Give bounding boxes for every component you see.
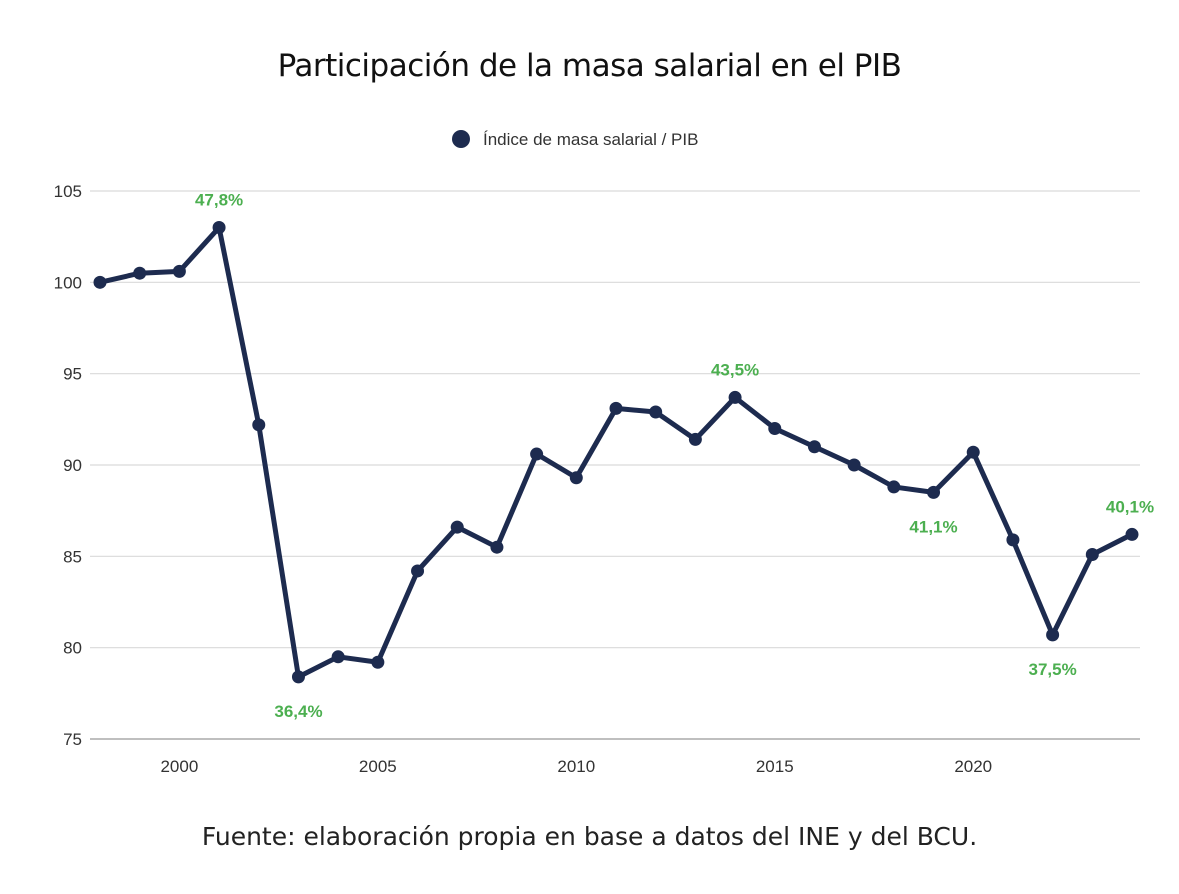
data-point bbox=[530, 447, 544, 461]
data-label: 41,1% bbox=[909, 517, 957, 536]
data-point bbox=[93, 275, 107, 289]
y-tick-label: 80 bbox=[63, 639, 82, 658]
source-note: Fuente: elaboración propia en base a dat… bbox=[201, 822, 978, 851]
y-tick-label: 100 bbox=[54, 273, 82, 292]
x-axis-ticks: 2000 2005 2010 2015 2020 bbox=[160, 757, 992, 776]
legend-marker bbox=[452, 130, 470, 148]
data-point bbox=[291, 670, 305, 684]
data-point bbox=[966, 445, 980, 459]
data-label: 37,5% bbox=[1029, 660, 1077, 679]
data-point bbox=[1125, 527, 1139, 541]
data-label: 47,8% bbox=[195, 191, 243, 210]
data-point bbox=[450, 520, 464, 534]
data-point bbox=[1085, 548, 1099, 562]
data-point bbox=[252, 418, 266, 432]
data-label: 40,1% bbox=[1106, 497, 1154, 516]
y-tick-label: 105 bbox=[54, 182, 82, 201]
data-point bbox=[688, 432, 702, 446]
data-point bbox=[371, 655, 385, 669]
grid bbox=[90, 190, 1140, 740]
data-point bbox=[212, 221, 226, 235]
x-tick-label: 2020 bbox=[954, 757, 992, 776]
chart-title: Participación de la masa salarial en el … bbox=[277, 48, 902, 84]
y-tick-label: 85 bbox=[63, 547, 82, 566]
series bbox=[93, 221, 1139, 684]
y-tick-label: 95 bbox=[63, 365, 82, 384]
legend-label: Índice de masa salarial / PIB bbox=[483, 130, 698, 149]
data-point bbox=[569, 471, 583, 485]
y-axis-ticks: 75 80 85 90 95 100 105 bbox=[54, 182, 82, 749]
data-point bbox=[847, 458, 861, 472]
data-point bbox=[887, 480, 901, 494]
data-point bbox=[649, 405, 663, 419]
data-point bbox=[133, 266, 147, 280]
legend: Índice de masa salarial / PIB bbox=[452, 130, 698, 149]
data-point bbox=[172, 264, 186, 278]
y-tick-label: 90 bbox=[63, 456, 82, 475]
data-label: 36,4% bbox=[274, 702, 322, 721]
data-label: 43,5% bbox=[711, 360, 759, 379]
data-point bbox=[768, 421, 782, 435]
y-tick-label: 75 bbox=[63, 730, 82, 749]
data-point bbox=[609, 401, 623, 415]
data-point bbox=[490, 540, 504, 554]
x-tick-label: 2000 bbox=[160, 757, 198, 776]
x-tick-label: 2015 bbox=[756, 757, 794, 776]
x-tick-label: 2010 bbox=[557, 757, 595, 776]
line-chart: Índice de masa salarial / PIB 75 80 85 90 95… bbox=[54, 130, 1154, 776]
data-point bbox=[927, 485, 941, 499]
data-point bbox=[331, 650, 345, 664]
x-tick-label: 2005 bbox=[359, 757, 397, 776]
data-point bbox=[728, 390, 742, 404]
annotations: 47,8% 36,4% 43,5% 41,1% 37,5% 40,1% bbox=[195, 191, 1154, 721]
data-point bbox=[1006, 533, 1020, 547]
data-point bbox=[1046, 628, 1060, 642]
data-point bbox=[411, 564, 425, 578]
data-point bbox=[807, 440, 821, 454]
